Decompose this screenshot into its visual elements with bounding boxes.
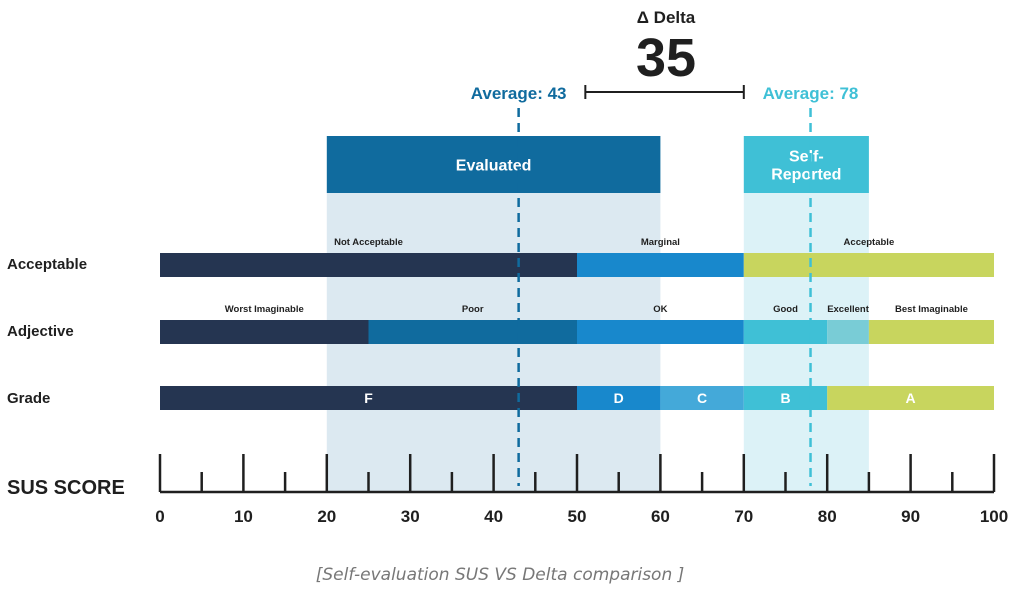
bar-segment-acceptable-0 — [160, 253, 577, 277]
range-header-1 — [743, 136, 869, 193]
axis-tick-label: 20 — [317, 507, 336, 526]
segment-label: Good — [773, 304, 798, 315]
row-label-adjective: Adjective — [7, 323, 74, 340]
segment-label: Acceptable — [844, 237, 895, 248]
bar-segment-grade-4 — [827, 386, 994, 410]
axis-tick-label: 90 — [901, 507, 920, 526]
segment-label: Not Acceptable — [334, 237, 403, 248]
chart-caption: [Self-evaluation SUS VS Delta comparison… — [316, 565, 685, 585]
segment-label: F — [364, 390, 373, 406]
bar-segment-acceptable-1 — [577, 253, 744, 277]
axis-tick-label: 80 — [818, 507, 837, 526]
axis-tick-label: 40 — [484, 507, 503, 526]
average-label-0: Average: 43 — [471, 84, 567, 103]
row-label-grade: Grade — [7, 390, 50, 407]
range-header-label-1: Self-Reported — [771, 149, 841, 184]
axis-tick-label: 0 — [155, 507, 164, 526]
segment-label: Worst Imaginable — [225, 304, 304, 315]
delta-label: Δ Delta — [637, 8, 696, 27]
bar-segment-adjective-5 — [868, 320, 994, 344]
bar-segment-grade-3 — [743, 386, 828, 410]
range-header-label-0: Evaluated — [456, 158, 532, 175]
axis-tick-label: 30 — [401, 507, 420, 526]
range-header-0 — [326, 136, 661, 193]
bar-segment-grade-0 — [160, 386, 577, 410]
segment-label: Marginal — [641, 237, 680, 248]
bar-segment-adjective-0 — [160, 320, 369, 344]
segment-label: Best Imaginable — [895, 304, 968, 315]
segment-label: A — [906, 390, 916, 406]
axis-tick-label: 70 — [734, 507, 753, 526]
bar-segment-adjective-2 — [577, 320, 744, 344]
delta-value: 35 — [636, 28, 696, 88]
bar-segment-acceptable-2 — [743, 253, 994, 277]
segment-label: C — [697, 390, 707, 406]
average-label-1: Average: 78 — [763, 84, 859, 103]
bar-segment-grade-2 — [660, 386, 744, 410]
axis-tick-label: 100 — [980, 507, 1008, 526]
segment-label: D — [614, 390, 624, 406]
axis-title: SUS SCORE — [7, 477, 125, 499]
row-label-acceptable: Acceptable — [7, 256, 87, 273]
segment-label: OK — [653, 304, 667, 315]
bar-segment-grade-1 — [577, 386, 661, 410]
axis-tick-label: 50 — [568, 507, 587, 526]
bar-segment-adjective-3 — [743, 320, 828, 344]
segment-label: B — [780, 390, 790, 406]
bar-segment-adjective-4 — [827, 320, 869, 344]
axis-tick-label: 60 — [651, 507, 670, 526]
bar-segment-adjective-1 — [368, 320, 577, 344]
segment-label: Excellent — [827, 304, 870, 315]
segment-label: Poor — [462, 304, 484, 315]
axis-tick-label: 10 — [234, 507, 253, 526]
